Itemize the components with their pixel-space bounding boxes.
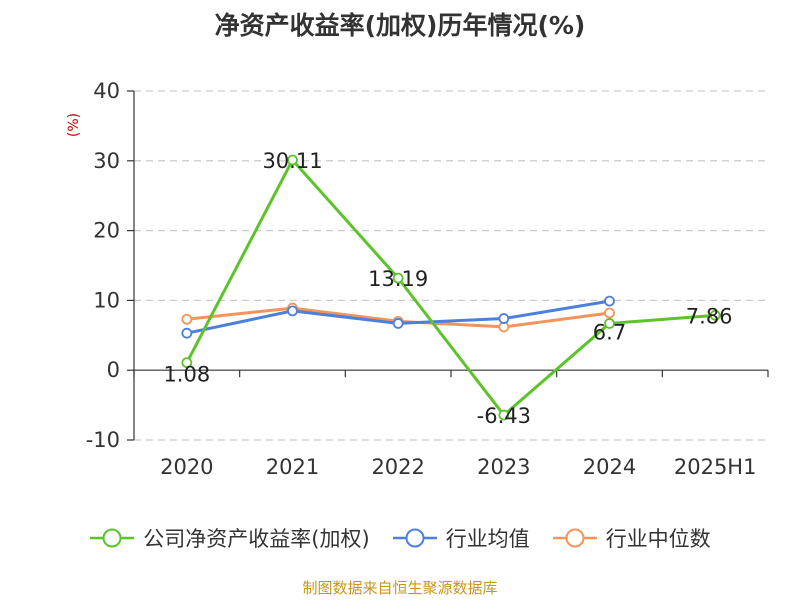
data-point (181, 357, 193, 369)
y-tick-label: 10 (93, 288, 120, 312)
label-layer: 1.08 30.11 13.19 -6.43 6.7 7.86 (163, 149, 732, 428)
data-label: 7.86 (686, 304, 733, 328)
x-tick-label: 2024 (583, 455, 636, 479)
data-point (181, 327, 193, 339)
data-label: 30.11 (262, 149, 322, 173)
legend-label: 行业均值 (445, 527, 530, 551)
legend-item[interactable]: 行业中位数 (552, 523, 711, 553)
legend: 公司净资产收益率(加权) 行业均值 行业中位数 (0, 520, 800, 556)
legend-label: 公司净资产收益率(加权) (143, 527, 370, 551)
legend-label: 行业中位数 (605, 527, 711, 551)
legend-marker (552, 528, 597, 548)
data-point (287, 305, 298, 317)
legend-item[interactable]: 公司净资产收益率(加权) (89, 523, 370, 553)
data-point (604, 318, 615, 329)
legend-marker (90, 528, 135, 548)
x-tick-label: 2020 (160, 455, 213, 479)
x-tick-label: 2022 (371, 455, 424, 479)
grid-layer (134, 90, 768, 441)
data-label: 1.08 (163, 363, 210, 387)
series-line-0 (185, 158, 716, 417)
series-layer (181, 154, 721, 421)
y-tick-label: 0 (107, 358, 120, 382)
data-point (498, 409, 510, 421)
data-point (181, 313, 193, 325)
x-tick-label: 2025H1 (674, 455, 757, 479)
data-label: -6.43 (477, 404, 531, 428)
y-tick-label: 40 (93, 79, 120, 103)
data-point (709, 309, 721, 321)
legend-item[interactable]: 行业均值 (392, 523, 530, 553)
axis-layer: -10 0 10 20 30 40 2020 2021 2022 2023 2024 2025H1 (86, 79, 769, 479)
data-label: 13.19 (368, 267, 428, 291)
y-tick-label: -10 (86, 428, 120, 452)
source-note: 制图数据来自恒生聚源数据库 (302, 579, 498, 597)
data-point (392, 318, 404, 329)
x-tick-label: 2023 (477, 455, 530, 479)
data-point (287, 154, 298, 166)
data-label: 6.7 (593, 320, 626, 344)
data-point (498, 313, 510, 324)
legend-marker (392, 528, 437, 548)
data-point (392, 272, 404, 284)
x-tick-label: 2021 (266, 455, 319, 479)
y-tick-label: 20 (93, 219, 120, 243)
y-axis-label: (%) (66, 113, 82, 137)
chart-title: 净资产收益率(加权)历年情况(%) (214, 11, 586, 40)
y-tick-label: 30 (93, 149, 120, 173)
data-point (604, 307, 615, 319)
data-point (604, 295, 615, 307)
